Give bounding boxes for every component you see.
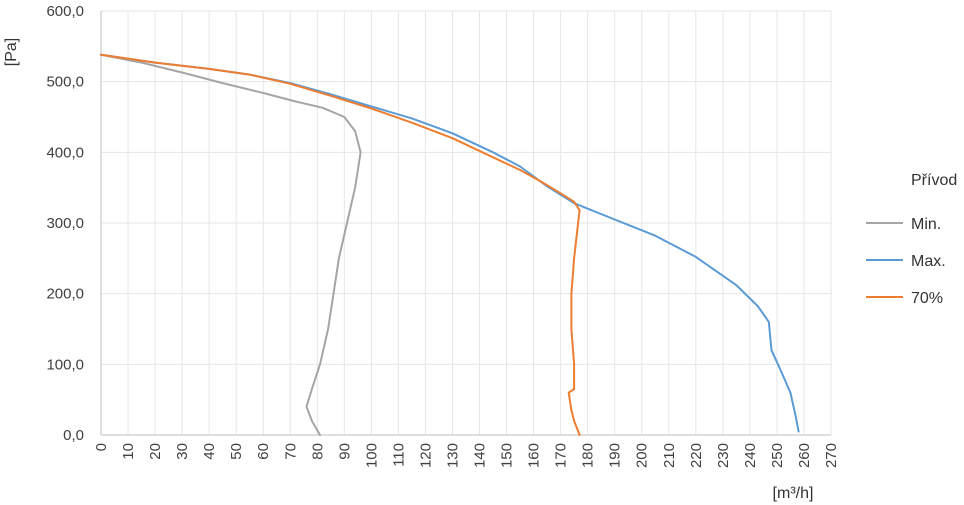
y-tick-label: 0,0 xyxy=(63,427,84,444)
x-tick-label: 130 xyxy=(444,443,461,468)
x-tick-label: 50 xyxy=(228,443,245,460)
y-tick-label: 600,0 xyxy=(46,3,84,20)
x-tick-label: 100 xyxy=(363,443,380,468)
legend-title: Přívod xyxy=(911,172,957,189)
series-line-1 xyxy=(100,53,800,433)
series-layer xyxy=(100,53,800,436)
legend-label: 70% xyxy=(911,290,943,307)
x-tick-label: 20 xyxy=(147,443,164,460)
x-tick-label: 60 xyxy=(255,443,272,460)
x-tick-label: 220 xyxy=(688,443,705,468)
legend-label: Min. xyxy=(911,216,941,233)
x-tick-label: 270 xyxy=(823,443,840,468)
x-tick-label: 70 xyxy=(282,443,299,460)
x-tick-label: 150 xyxy=(499,443,516,468)
x-axis-label: [m³/h] xyxy=(773,485,814,502)
x-tick-label: 200 xyxy=(634,443,651,468)
legend-label: Max. xyxy=(911,253,946,270)
x-tick-label: 90 xyxy=(336,443,353,460)
x-tick-label: 0 xyxy=(93,443,110,451)
x-tick-label: 260 xyxy=(796,443,813,468)
x-tick-label: 170 xyxy=(553,443,570,468)
x-tick-label: 30 xyxy=(174,443,191,460)
x-tick-label: 110 xyxy=(390,443,407,467)
grid xyxy=(100,10,832,436)
y-tick-label: 300,0 xyxy=(46,215,84,232)
x-tick-label: 190 xyxy=(607,443,624,468)
series-line-0 xyxy=(100,53,362,436)
x-tick-label: 250 xyxy=(769,443,786,468)
x-tick-label: 140 xyxy=(472,443,489,468)
x-tick-label: 180 xyxy=(580,443,597,468)
axes: 0,0 100,0 200,0 300,0 400,0 500,0 600,0 0 10 20 30… xyxy=(46,3,840,468)
y-axis-label: [Pa] xyxy=(3,38,20,66)
x-tick-label: 10 xyxy=(120,443,137,460)
y-tick-label: 200,0 xyxy=(46,286,84,303)
y-tick-label: 400,0 xyxy=(46,144,84,161)
x-tick-label: 210 xyxy=(661,443,678,468)
legend: Přívod Min. Max. 70% xyxy=(866,172,957,307)
x-tick-label: 240 xyxy=(742,443,759,468)
x-tick-label: 120 xyxy=(417,443,434,468)
x-tick-label: 160 xyxy=(526,443,543,468)
y-tick-label: 500,0 xyxy=(46,74,84,91)
y-tick-label: 100,0 xyxy=(46,356,84,373)
series-line-2 xyxy=(100,53,581,436)
x-tick-label: 40 xyxy=(201,443,218,460)
x-tick-label: 80 xyxy=(309,443,326,460)
x-tick-label: 230 xyxy=(715,443,732,468)
